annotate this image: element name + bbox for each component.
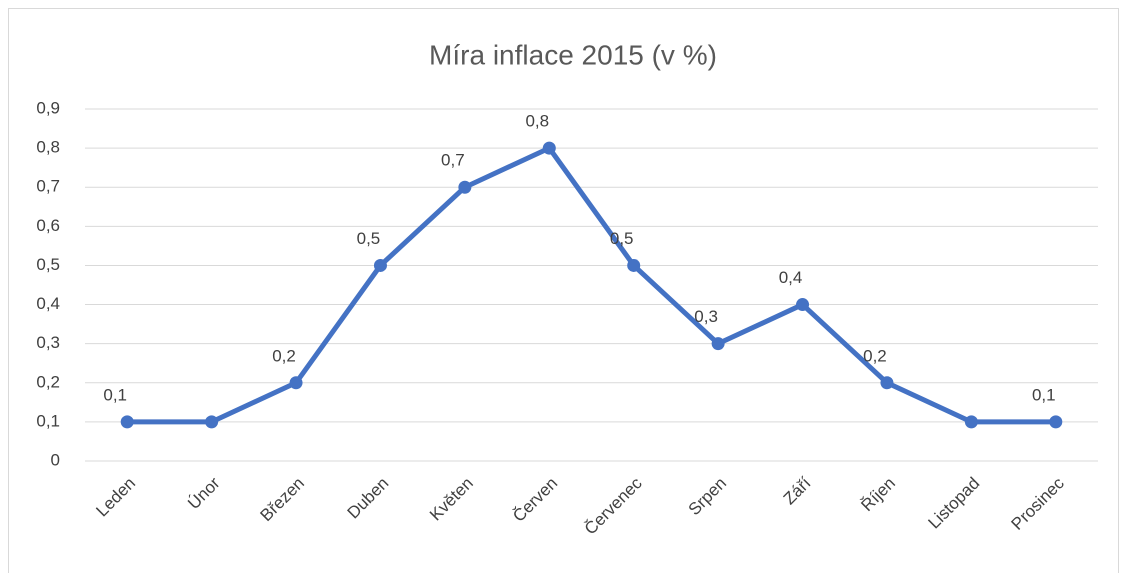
marker xyxy=(964,415,978,429)
chart-border xyxy=(8,8,1119,573)
y-tick-label: 0,2 xyxy=(36,372,60,391)
data-label: 0,5 xyxy=(357,229,381,248)
marker xyxy=(880,376,894,390)
marker xyxy=(373,258,387,272)
marker xyxy=(627,258,641,272)
x-tick-label: Květen xyxy=(426,474,477,525)
data-label: 0,1 xyxy=(1032,385,1056,404)
data-label: 0,7 xyxy=(441,151,465,170)
y-tick-label: 0,4 xyxy=(36,294,60,313)
x-tick-label: Říjen xyxy=(857,474,898,515)
y-tick-label: 0,9 xyxy=(36,98,60,117)
x-tick-label: Leden xyxy=(92,474,139,521)
data-label: 0,1 xyxy=(103,385,127,404)
x-tick-label: Březen xyxy=(257,474,309,526)
y-tick-label: 0,6 xyxy=(36,216,60,235)
y-tick-label: 0,8 xyxy=(36,138,60,157)
marker xyxy=(542,141,556,155)
x-tick-label: Prosinec xyxy=(1008,473,1069,534)
y-tick-label: 0,5 xyxy=(36,255,60,274)
x-tick-label: Duben xyxy=(344,474,393,523)
marker xyxy=(796,298,810,312)
x-tick-label: Červenec xyxy=(581,473,646,538)
marker xyxy=(205,415,219,429)
data-label: 0,2 xyxy=(863,346,887,365)
x-tick-label: Červen xyxy=(509,474,561,526)
data-label: 0,2 xyxy=(272,346,296,365)
data-label: 0,8 xyxy=(525,112,549,131)
y-tick-label: 0,3 xyxy=(36,333,60,352)
x-tick-label: Srpen xyxy=(685,474,731,520)
marker xyxy=(289,376,303,390)
y-tick-label: 0,7 xyxy=(36,177,60,196)
data-label: 0,5 xyxy=(610,229,634,248)
y-tick-label: 0,1 xyxy=(36,411,60,430)
marker xyxy=(120,415,134,429)
marker xyxy=(711,337,725,351)
data-label: 0,4 xyxy=(779,268,803,287)
line xyxy=(127,145,1056,425)
x-tick-label: Listopad xyxy=(924,474,983,533)
y-tick-label: 0 xyxy=(51,450,60,469)
x-tick-label: Únor xyxy=(184,473,224,513)
data-label: 0,3 xyxy=(694,307,718,326)
chart-title: Míra inflace 2015 (v %) xyxy=(429,39,717,70)
marker xyxy=(458,180,472,194)
marker xyxy=(1049,415,1063,429)
x-tick-label: Září xyxy=(780,473,815,508)
